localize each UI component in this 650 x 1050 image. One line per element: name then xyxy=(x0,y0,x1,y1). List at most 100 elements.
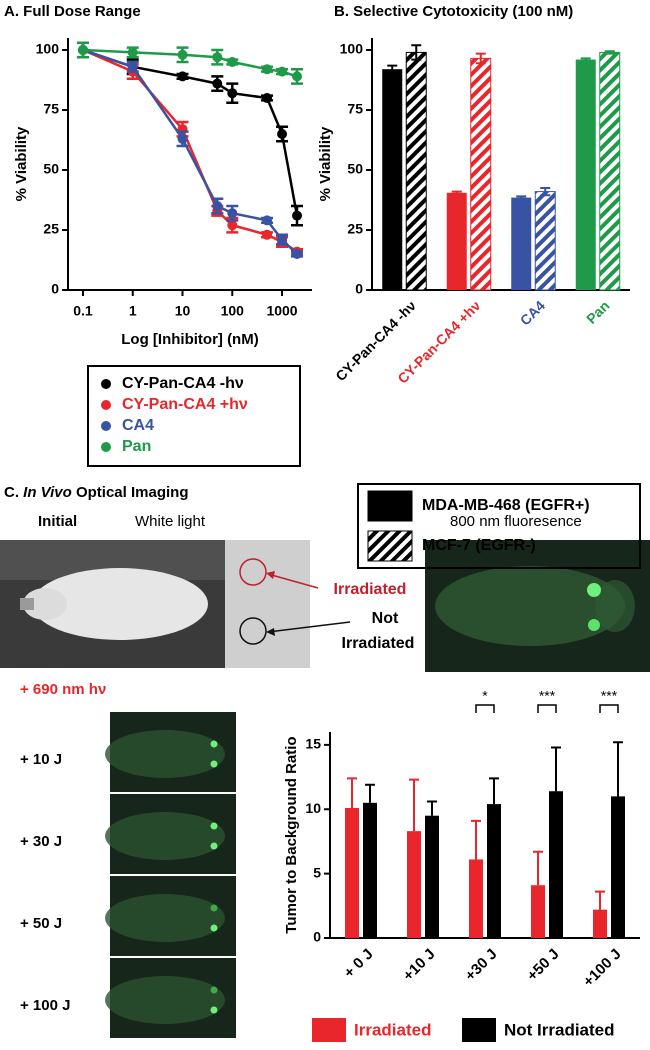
mouse-glow xyxy=(595,580,635,632)
x-tick-label: 0.1 xyxy=(73,303,93,319)
y-tick-label: 100 xyxy=(340,41,364,57)
not-irradiated-label: Not xyxy=(372,610,399,627)
dose-label: + 50 J xyxy=(20,915,62,932)
data-point xyxy=(262,229,273,240)
legend-swatch xyxy=(367,490,413,522)
legend-swatch xyxy=(312,1018,346,1042)
x-tick-label: +100 J xyxy=(580,946,625,991)
y-tick-label: 0 xyxy=(51,281,59,297)
data-point xyxy=(262,215,273,226)
data-point xyxy=(227,57,238,67)
data-point xyxy=(292,210,303,221)
error-bar xyxy=(540,187,551,197)
bar xyxy=(511,197,532,290)
legend-swatch xyxy=(462,1018,496,1042)
significance-label: *** xyxy=(601,688,618,704)
data-point xyxy=(277,129,288,139)
y-tick-label: 5 xyxy=(313,864,321,880)
tumor-signal xyxy=(210,842,218,850)
panel-label: C. xyxy=(4,484,19,501)
y-tick-label: 25 xyxy=(347,221,363,237)
bar xyxy=(407,831,421,938)
error-bar xyxy=(451,190,462,195)
legend-marker xyxy=(101,442,111,452)
irradiated-circle xyxy=(239,558,267,586)
error-bar xyxy=(613,741,623,797)
y-axis-label: % Viability xyxy=(13,126,30,201)
bar xyxy=(363,802,377,938)
bar xyxy=(611,796,625,938)
legend-marker xyxy=(101,379,111,389)
mouse-glow xyxy=(105,812,225,860)
legend-label: MCF-7 (EGFR-) xyxy=(422,537,536,554)
y-tick-label: 10 xyxy=(305,800,321,816)
bar xyxy=(487,804,501,938)
y-tick-label: 0 xyxy=(313,929,321,945)
data-point xyxy=(277,234,288,245)
dose-label: + 100 J xyxy=(20,997,70,1014)
bar xyxy=(425,815,439,938)
mouse-glow xyxy=(105,730,225,778)
title-text: Optical Imaging xyxy=(76,484,189,501)
data-point xyxy=(227,208,238,219)
significance-label: *** xyxy=(539,688,556,704)
significance-bracket xyxy=(599,704,619,713)
data-point xyxy=(177,133,188,144)
dose-label: + 10 J xyxy=(20,751,62,768)
tumor-signal xyxy=(587,583,601,597)
error-bar xyxy=(409,778,419,832)
legend-label: MDA-MB-468 (EGFR+) xyxy=(422,497,590,514)
data-point xyxy=(127,47,138,58)
title-italic: In Vivo xyxy=(23,484,72,501)
x-tick-label: 1000 xyxy=(266,303,297,319)
significance-bracket xyxy=(537,704,557,713)
irradiated-label: Irradiated xyxy=(334,581,407,598)
data-point xyxy=(277,66,288,77)
dose-images xyxy=(105,712,236,1038)
y-tick-label: 50 xyxy=(43,161,59,177)
data-point xyxy=(212,201,223,211)
tumor-signal xyxy=(210,986,218,994)
legend-label: CA4 xyxy=(122,417,154,434)
arrow xyxy=(267,573,319,589)
x-axis-label: Log [Inhibitor] (nM) xyxy=(121,331,258,348)
bar xyxy=(593,909,607,938)
x-tick-label: CA4 xyxy=(517,297,548,328)
image-strip xyxy=(225,540,310,668)
chart-title: A. Full Dose Range xyxy=(4,3,141,20)
mouse-glow xyxy=(105,976,225,1024)
y-tick-label: 25 xyxy=(43,221,59,237)
initial-label: Initial xyxy=(38,513,77,530)
data-point xyxy=(177,71,188,82)
bar xyxy=(405,51,427,291)
bar xyxy=(470,57,492,291)
significance-label: * xyxy=(482,688,488,704)
legend-label: Not Irradiated xyxy=(504,1020,615,1039)
data-point xyxy=(77,45,88,55)
x-tick-label: + 0 J xyxy=(341,946,377,982)
data-point xyxy=(227,88,238,99)
x-tick-label: +50 J xyxy=(524,946,563,985)
legend-box xyxy=(87,365,301,467)
bar xyxy=(345,807,359,938)
error-bar xyxy=(411,44,422,61)
y-tick-label: 75 xyxy=(43,101,59,117)
significance-bracket xyxy=(475,704,495,713)
x-tick-label: 100 xyxy=(221,303,245,319)
error-bar xyxy=(604,50,615,55)
control-circle xyxy=(239,617,267,645)
error-bar xyxy=(489,777,499,805)
fluorescence-label: 800 nm fluoresence xyxy=(450,513,582,530)
error-bar xyxy=(475,52,486,65)
legend-marker xyxy=(101,400,111,410)
data-point xyxy=(227,220,238,231)
mouse-head xyxy=(23,588,67,620)
error-bar xyxy=(533,850,543,886)
y-tick-label: 100 xyxy=(36,41,60,57)
error-bar xyxy=(427,800,437,816)
x-tick-label: +30 J xyxy=(462,946,501,985)
data-point xyxy=(262,64,273,75)
tumor-signal xyxy=(210,760,218,768)
arrow-head xyxy=(266,571,275,579)
arrow-head xyxy=(266,628,275,636)
